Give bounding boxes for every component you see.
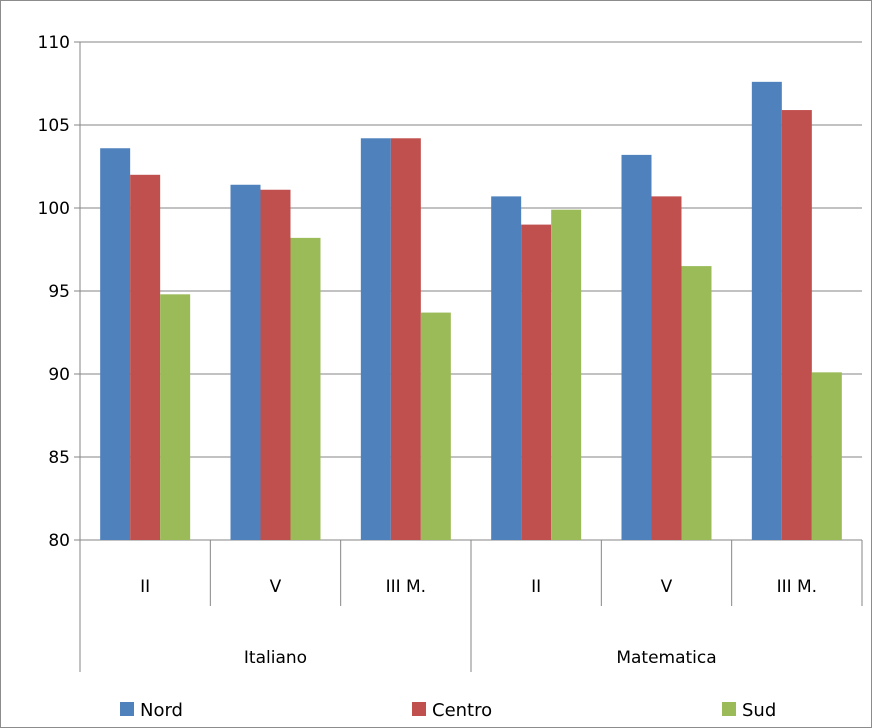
bar-centro-4 — [521, 224, 552, 540]
x-category-label: III M. — [777, 577, 818, 597]
bar-nord-2 — [230, 184, 261, 540]
bar-nord-4 — [491, 196, 522, 540]
x-category-label: V — [270, 577, 282, 597]
bar-nord-3 — [360, 138, 391, 540]
bar-centro-3 — [390, 138, 421, 540]
legend-swatch-centro — [412, 702, 426, 716]
bar-sud-6 — [811, 372, 842, 540]
legend-swatch-nord — [120, 702, 134, 716]
x-group-label: Italiano — [244, 648, 307, 668]
bar-nord-6 — [751, 81, 782, 540]
legend-label: Nord — [140, 700, 183, 721]
bar-sud-5 — [681, 266, 712, 540]
bar-sud-1 — [160, 294, 191, 540]
x-category-label: V — [661, 577, 673, 597]
legend-label: Centro — [432, 700, 492, 721]
y-tick-label: 85 — [48, 448, 70, 468]
y-tick-label: 80 — [48, 531, 70, 551]
legend-label: Sud — [742, 700, 776, 721]
y-tick-label: 110 — [38, 33, 70, 53]
bar-centro-1 — [130, 174, 161, 541]
x-category-label: II — [140, 577, 150, 597]
legend-swatch-sud — [722, 702, 736, 716]
bar-nord-1 — [100, 148, 131, 541]
bar-nord-5 — [621, 154, 652, 540]
bar-sud-4 — [551, 209, 582, 540]
bar-centro-6 — [781, 110, 812, 540]
y-tick-label: 95 — [48, 282, 70, 302]
y-tick-label: 90 — [48, 365, 70, 385]
y-tick-label: 105 — [38, 116, 70, 136]
bar-sud-2 — [290, 237, 321, 540]
bar-centro-5 — [651, 196, 682, 540]
x-category-label: III M. — [386, 577, 427, 597]
bar-centro-2 — [260, 189, 291, 541]
bar-sud-3 — [420, 312, 451, 540]
y-tick-label: 100 — [38, 199, 70, 219]
x-category-label: II — [531, 577, 541, 597]
x-group-label: Matematica — [616, 648, 716, 668]
